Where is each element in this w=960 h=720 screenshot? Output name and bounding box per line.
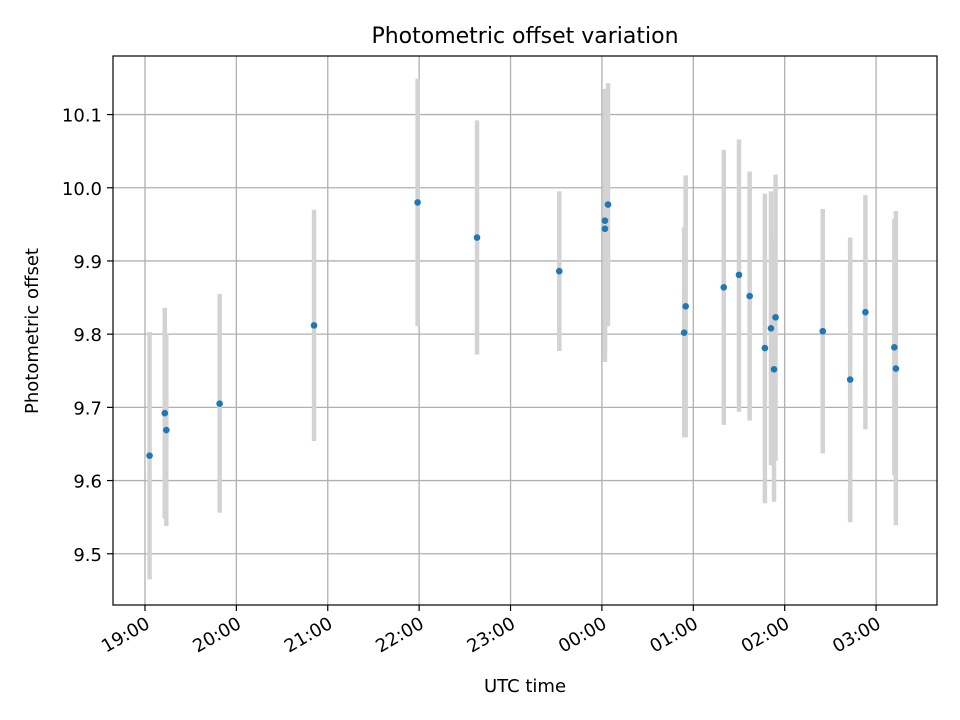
y-tick-label: 9.5 — [73, 545, 102, 566]
data-point — [161, 409, 169, 417]
data-point — [746, 292, 753, 300]
data-point — [767, 325, 775, 332]
data-point — [680, 329, 688, 336]
data-point — [414, 199, 421, 206]
data-point — [604, 201, 612, 208]
data-point — [720, 284, 728, 291]
y-tick-label: 10.0 — [62, 179, 102, 200]
data-point — [772, 314, 779, 321]
y-tick-label: 9.6 — [73, 472, 102, 493]
data-point — [555, 267, 563, 275]
y-tick-label: 9.8 — [73, 325, 102, 346]
x-axis-label: UTC time — [484, 676, 566, 697]
data-point — [819, 327, 827, 335]
data-point — [735, 271, 743, 279]
data-point — [473, 234, 481, 241]
y-tick-label: 10.1 — [62, 106, 102, 127]
grid — [113, 56, 937, 605]
data-point — [601, 217, 609, 224]
data-point — [862, 308, 869, 316]
data-point — [146, 452, 153, 459]
y-axis-label: Photometric offset — [22, 248, 43, 414]
data-point — [163, 426, 170, 434]
plot-frame — [112, 55, 938, 606]
data-point — [761, 344, 769, 352]
y-tick-label: 9.9 — [73, 252, 102, 273]
data-point — [601, 225, 609, 233]
data-point — [310, 322, 318, 329]
y-tick-label: 9.7 — [73, 398, 102, 419]
data-point — [891, 344, 898, 351]
data-point — [216, 400, 223, 408]
y-axis: 9.5 9.6 9.7 9.8 9.9 10.0 10.1 — [62, 106, 113, 566]
data-point — [682, 303, 689, 310]
chart-title: Photometric offset variation — [371, 24, 678, 49]
data-points — [146, 199, 900, 459]
data-point — [892, 365, 900, 372]
data-point — [770, 365, 778, 373]
data-point — [846, 376, 854, 383]
plot-area — [113, 56, 937, 605]
